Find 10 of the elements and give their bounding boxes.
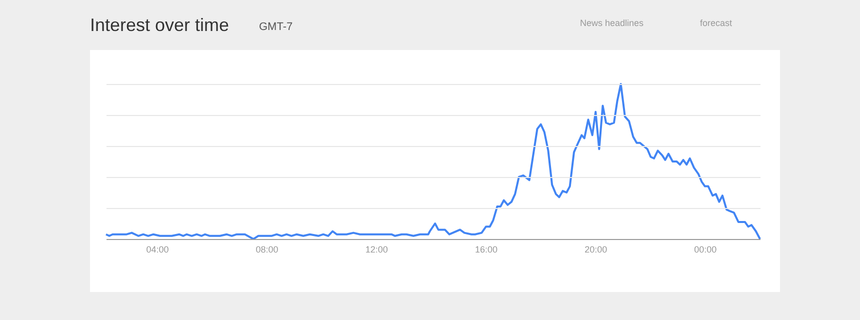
x-tick-label: 04:00 xyxy=(146,244,169,254)
chart-title: Interest over time xyxy=(90,15,230,35)
text: News headlines xyxy=(580,18,644,28)
x-tick-label: 20:00 xyxy=(584,244,608,254)
x-tick-label: 12:00 xyxy=(365,244,388,254)
x-tick-label: 00:00 xyxy=(694,244,717,254)
x-tick-label: 16:00 xyxy=(474,244,498,254)
text: forecast xyxy=(700,18,733,28)
chart-subtitle: GMT-7 xyxy=(259,21,293,33)
x-tick-label: 08:00 xyxy=(256,244,278,254)
